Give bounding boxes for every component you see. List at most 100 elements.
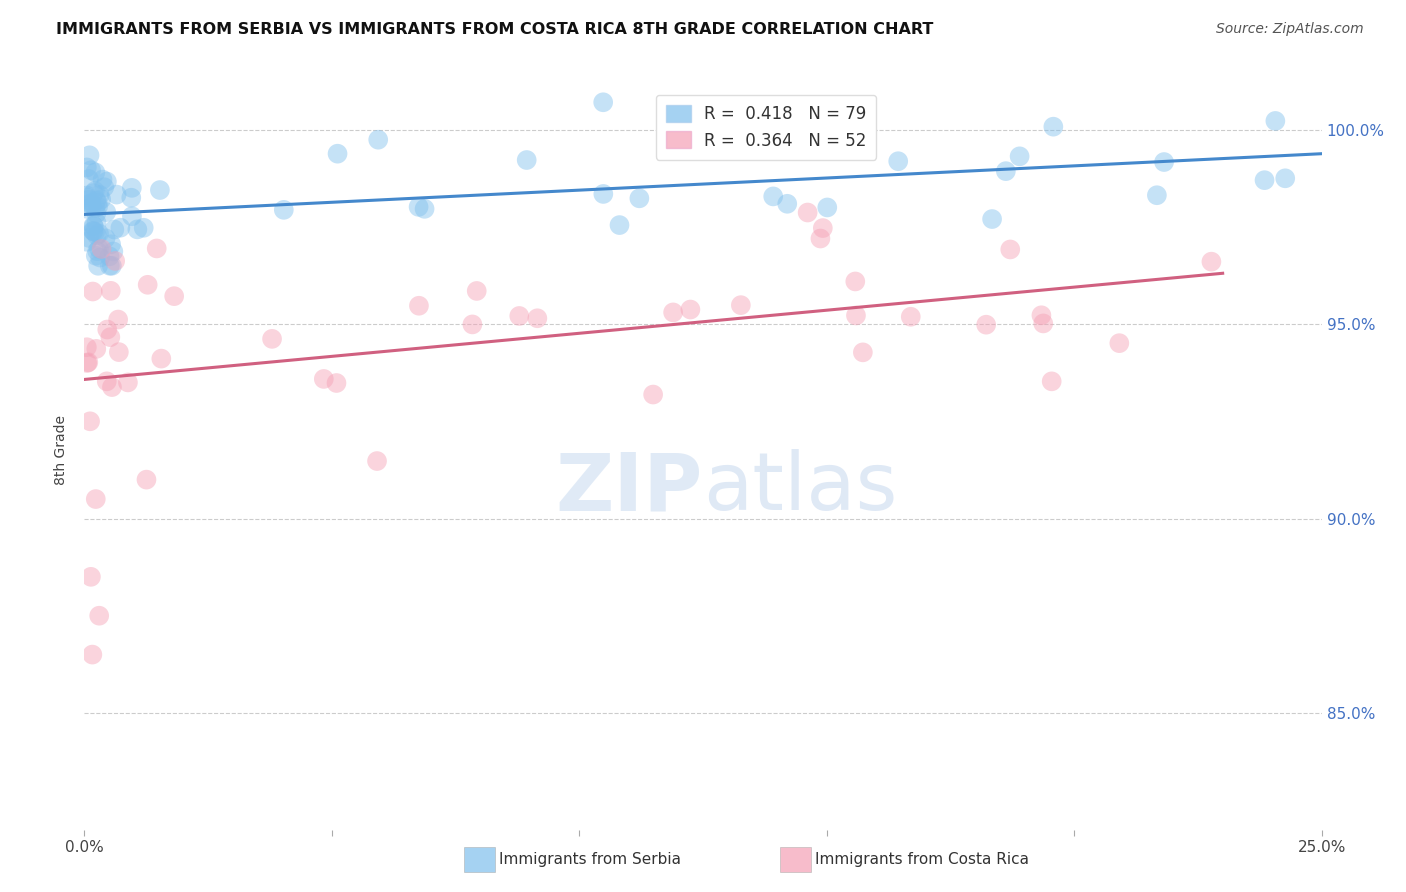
Point [89,187,111,202]
Point [84,342,107,356]
Legend: R =  0.418   N = 79, R =  0.364   N = 52: R = 0.418 N = 79, R = 0.364 N = 52 [655,95,876,160]
Point [103,244,125,259]
Point [628,191,651,205]
Point [121,209,143,223]
Point [86,244,108,259]
Point [662,305,685,319]
Point [90,242,112,256]
Point [79,148,101,162]
Point [84,194,107,208]
Point [1108,336,1130,351]
Point [325,376,347,390]
Point [82,224,104,238]
Point [1153,155,1175,169]
Point [79,414,101,428]
Point [87,259,110,273]
Point [89,608,111,623]
Point [101,380,124,394]
Point [366,454,388,468]
Point [643,387,665,401]
Point [1031,308,1053,322]
Point [1042,120,1064,134]
Point [87,242,110,256]
Point [91,172,114,186]
Point [87,227,110,241]
Point [1008,149,1031,163]
Point [326,146,349,161]
Point [135,473,157,487]
Point [100,237,122,252]
Point [76,340,98,354]
Point [87,195,110,210]
Point [1264,114,1286,128]
Point [90,192,112,206]
Text: atlas: atlas [703,450,897,527]
Point [76,235,98,249]
Point [408,200,430,214]
Point [83,186,105,200]
Point [900,310,922,324]
Point [86,228,108,243]
Point [592,95,614,110]
Point [77,355,100,369]
Point [84,491,107,506]
Point [104,254,127,268]
Point [516,153,538,167]
Point [730,298,752,312]
Point [981,212,1004,227]
Point [811,221,834,235]
Point [815,201,838,215]
Point [84,225,107,239]
Text: Immigrants from Serbia: Immigrants from Serbia [499,853,681,867]
Point [86,216,108,230]
Point [1146,188,1168,202]
Text: Source: ZipAtlas.com: Source: ZipAtlas.com [1216,22,1364,37]
Point [776,196,799,211]
Point [93,180,115,194]
Point [98,330,121,344]
Point [121,181,143,195]
Point [609,218,631,232]
Point [80,196,103,211]
Point [76,356,98,370]
Point [1040,375,1063,389]
Point [84,249,107,263]
Point [105,187,128,202]
Point [103,222,125,236]
Point [810,231,832,245]
Point [762,189,785,203]
Text: IMMIGRANTS FROM SERBIA VS IMMIGRANTS FROM COSTA RICA 8TH GRADE CORRELATION CHART: IMMIGRANTS FROM SERBIA VS IMMIGRANTS FRO… [56,22,934,37]
Point [96,205,118,219]
Point [312,372,335,386]
Point [132,220,155,235]
Point [76,188,98,202]
Point [89,251,111,265]
Point [994,164,1017,178]
Point [465,284,488,298]
Point [752,120,775,135]
Point [80,163,103,178]
Point [79,197,101,211]
Point [526,311,548,326]
Point [145,242,167,256]
Point [120,191,142,205]
Point [98,259,121,273]
Point [1253,173,1275,187]
Point [1032,317,1054,331]
Point [1201,254,1223,268]
Point [80,570,103,584]
Point [413,202,436,216]
Point [408,299,430,313]
Point [82,219,104,233]
Point [1000,243,1022,257]
Point [77,193,100,207]
Point [796,205,818,219]
Point [110,220,132,235]
Point [76,161,98,175]
Point [96,322,118,336]
Point [108,345,131,359]
Y-axis label: 8th Grade: 8th Grade [55,416,69,485]
Point [150,351,173,366]
Text: ZIP: ZIP [555,450,703,527]
Point [367,133,389,147]
